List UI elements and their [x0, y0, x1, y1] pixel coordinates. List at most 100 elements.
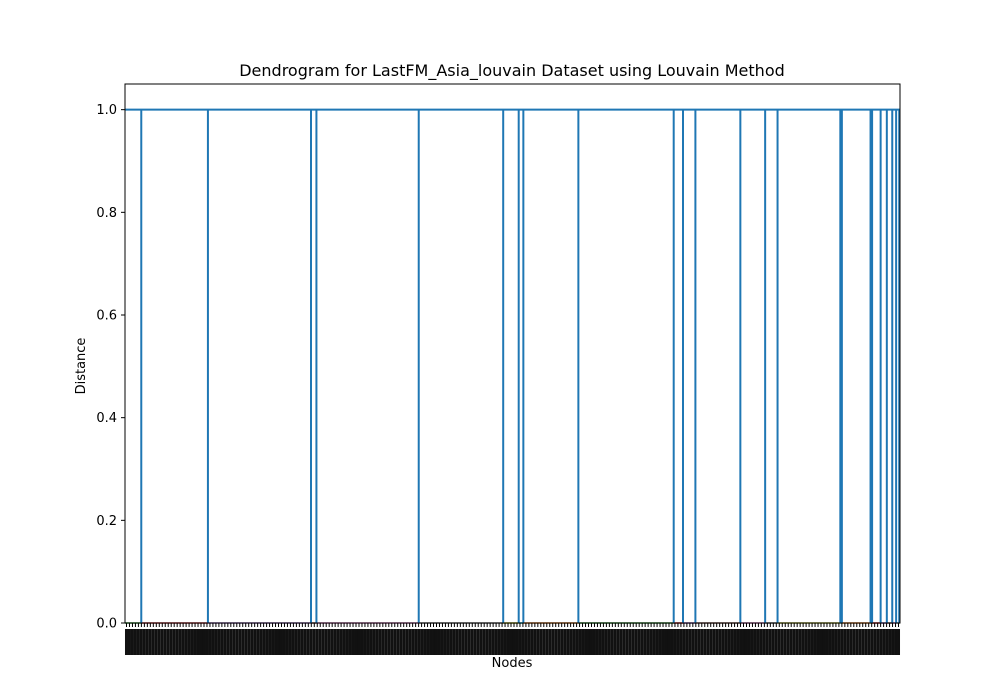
x-tick-label-band — [891, 629, 895, 655]
x-tick-label-band — [709, 629, 713, 655]
x-tick-label-band — [214, 629, 218, 655]
x-tick-label-band — [166, 629, 170, 655]
x-tick-label-band — [321, 629, 325, 655]
x-tick-label-band — [625, 629, 629, 655]
x-tick-label-band — [849, 629, 853, 655]
x-tick-label-band — [259, 629, 263, 655]
x-tick-label-band — [831, 629, 835, 655]
x-tick-label-band — [160, 629, 164, 655]
x-tick-label-band — [780, 629, 784, 655]
x-tick-label-band — [482, 629, 486, 655]
x-tick-label-band — [199, 629, 203, 655]
x-tick-label-band — [813, 629, 817, 655]
x-tick-label-band — [521, 629, 525, 655]
x-tick-label-band — [843, 629, 847, 655]
x-tick-label-band — [822, 629, 826, 655]
x-tick-label-band — [470, 629, 474, 655]
x-tick-label-band — [390, 629, 394, 655]
x-tick-label-band — [369, 629, 373, 655]
x-tick-label-band — [372, 629, 376, 655]
x-tick-label-band — [241, 629, 245, 655]
x-tick-label-band — [497, 629, 501, 655]
x-tick-label-band — [417, 629, 421, 655]
x-tick-label-band — [601, 629, 605, 655]
x-tick-label-band — [524, 629, 528, 655]
x-tick-label-band — [205, 629, 209, 655]
x-tick-label-band — [175, 629, 179, 655]
x-tick-label-band — [685, 629, 689, 655]
x-tick-label-band — [628, 629, 632, 655]
x-tick-label-band — [503, 629, 507, 655]
x-tick-label-band — [694, 629, 698, 655]
x-tick-label-band — [762, 629, 766, 655]
x-tick-label-band — [846, 629, 850, 655]
x-tick-label-band — [506, 629, 510, 655]
x-tick-label-band — [244, 629, 248, 655]
x-tick-label-band — [437, 629, 441, 655]
x-tick-label-band — [408, 629, 412, 655]
x-tick-label-band — [312, 629, 316, 655]
x-tick-label-band — [384, 629, 388, 655]
x-tick-label-band — [190, 629, 194, 655]
x-tick-label-band — [816, 629, 820, 655]
x-tick-label-band — [610, 629, 614, 655]
x-tick-label-band — [479, 629, 483, 655]
x-tick-label-band — [366, 629, 370, 655]
x-tick-label-band — [721, 629, 725, 655]
x-tick-label-band — [446, 629, 450, 655]
x-tick-label-band — [548, 629, 552, 655]
y-tick-label: 0.6 — [96, 309, 117, 324]
x-tick-label-band — [518, 629, 522, 655]
x-tick-label-band — [223, 629, 227, 655]
x-tick-label-band — [184, 629, 188, 655]
x-tick-label-band — [327, 629, 331, 655]
x-tick-label-band — [607, 629, 611, 655]
x-tick-label-band — [378, 629, 382, 655]
x-tick-label-band — [622, 629, 626, 655]
x-tick-label-band — [360, 629, 364, 655]
x-tick-label-band — [467, 629, 471, 655]
x-tick-label-band — [834, 629, 838, 655]
x-tick-label-band — [789, 629, 793, 655]
x-tick-label-band — [157, 629, 161, 655]
x-tick-label-band — [744, 629, 748, 655]
x-tick-label-band — [133, 629, 137, 655]
x-tick-label-band — [458, 629, 462, 655]
x-tick-label-band — [801, 629, 805, 655]
x-tick-label-band — [730, 629, 734, 655]
x-tick-label-band — [232, 629, 236, 655]
y-axis-label: Distance — [74, 338, 89, 395]
x-tick-label-band — [282, 629, 286, 655]
x-tick-label-band — [142, 629, 146, 655]
x-tick-label-band — [530, 629, 534, 655]
x-tick-label-band — [187, 629, 191, 655]
x-tick-label-band — [277, 629, 281, 655]
x-tick-label-band — [888, 629, 892, 655]
x-tick-label-band — [667, 629, 671, 655]
x-tick-label-band — [357, 629, 361, 655]
plot-frame — [124, 83, 901, 624]
x-tick-label-band — [560, 629, 564, 655]
x-tick-label-band — [897, 629, 901, 655]
x-tick-label-band — [393, 629, 397, 655]
x-tick-label-band — [136, 629, 140, 655]
x-tick-label-band — [566, 629, 570, 655]
x-tick-label-band — [309, 629, 313, 655]
x-tick-label-band — [253, 629, 257, 655]
x-tick-label-band — [485, 629, 489, 655]
x-tick-label-band — [488, 629, 492, 655]
x-tick-label-band — [551, 629, 555, 655]
x-tick-label-band — [345, 629, 349, 655]
x-tick-label-band — [265, 629, 269, 655]
x-tick-label-band — [202, 629, 206, 655]
y-tick-label: 0.0 — [96, 617, 117, 632]
x-tick-label-band — [879, 629, 883, 655]
x-tick-label-band — [703, 629, 707, 655]
x-tick-label-band — [870, 629, 874, 655]
x-tick-label-band — [294, 629, 298, 655]
x-tick-label-band — [554, 629, 558, 655]
x-tick-label-band — [733, 629, 737, 655]
x-tick-label-band — [658, 629, 662, 655]
x-tick-label-band — [697, 629, 701, 655]
x-tick-label-band — [604, 629, 608, 655]
